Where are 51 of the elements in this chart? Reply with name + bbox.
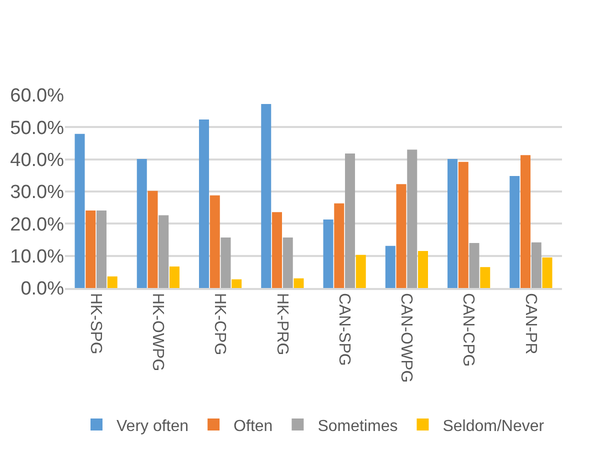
y-tick-label: 10.0% — [10, 246, 64, 268]
y-tick-label: 50.0% — [10, 118, 64, 139]
bar — [345, 154, 355, 288]
bar — [199, 119, 210, 288]
bar — [448, 159, 458, 288]
legend-label: Very often — [116, 418, 189, 435]
bar — [158, 215, 169, 288]
bar — [74, 134, 85, 288]
bar — [520, 155, 530, 288]
bar — [136, 159, 147, 288]
x-tick-label: HK-SPG — [86, 292, 104, 354]
bar — [334, 203, 344, 288]
bar — [385, 246, 396, 288]
bar — [469, 242, 480, 288]
y-tick-label: 60.0% — [10, 86, 64, 107]
bar — [418, 251, 428, 288]
x-tick-label: CAN-CPG — [460, 292, 477, 367]
y-tick-label: 30.0% — [10, 182, 64, 204]
x-tick-label: CAN-OWPG — [397, 292, 414, 383]
bar — [86, 210, 96, 288]
legend-label: Sometimes — [318, 418, 398, 435]
x-tick-label: HK-OWPG — [148, 292, 166, 372]
x-tick-label: HK-PRG — [273, 292, 290, 356]
legend-label: Often — [234, 418, 273, 435]
x-tick-label: CAN-SPG — [335, 292, 352, 366]
bar — [294, 278, 304, 288]
y-tick-label: 20.0% — [10, 214, 64, 236]
bar — [261, 104, 272, 288]
bar — [210, 195, 220, 288]
bar — [407, 150, 418, 288]
bar — [396, 184, 406, 288]
bar — [272, 212, 282, 288]
bar — [282, 238, 293, 288]
bar — [107, 276, 118, 288]
bar — [169, 266, 180, 288]
bar — [531, 242, 542, 288]
y-tick-label: 40.0% — [10, 150, 64, 171]
bar — [480, 267, 490, 288]
bar — [356, 254, 366, 288]
bar — [510, 176, 520, 288]
y-tick-label: 0.0% — [20, 278, 64, 300]
bar — [542, 257, 552, 288]
bar — [96, 210, 106, 288]
bar — [220, 238, 231, 288]
bar — [323, 219, 334, 288]
bar — [232, 279, 242, 288]
x-tick-label: CAN-PR — [522, 292, 539, 354]
bar — [458, 162, 468, 288]
legend-label: Seldom/Never — [442, 418, 545, 435]
x-tick-label: HK-CPG — [211, 292, 228, 356]
bar — [148, 190, 158, 288]
